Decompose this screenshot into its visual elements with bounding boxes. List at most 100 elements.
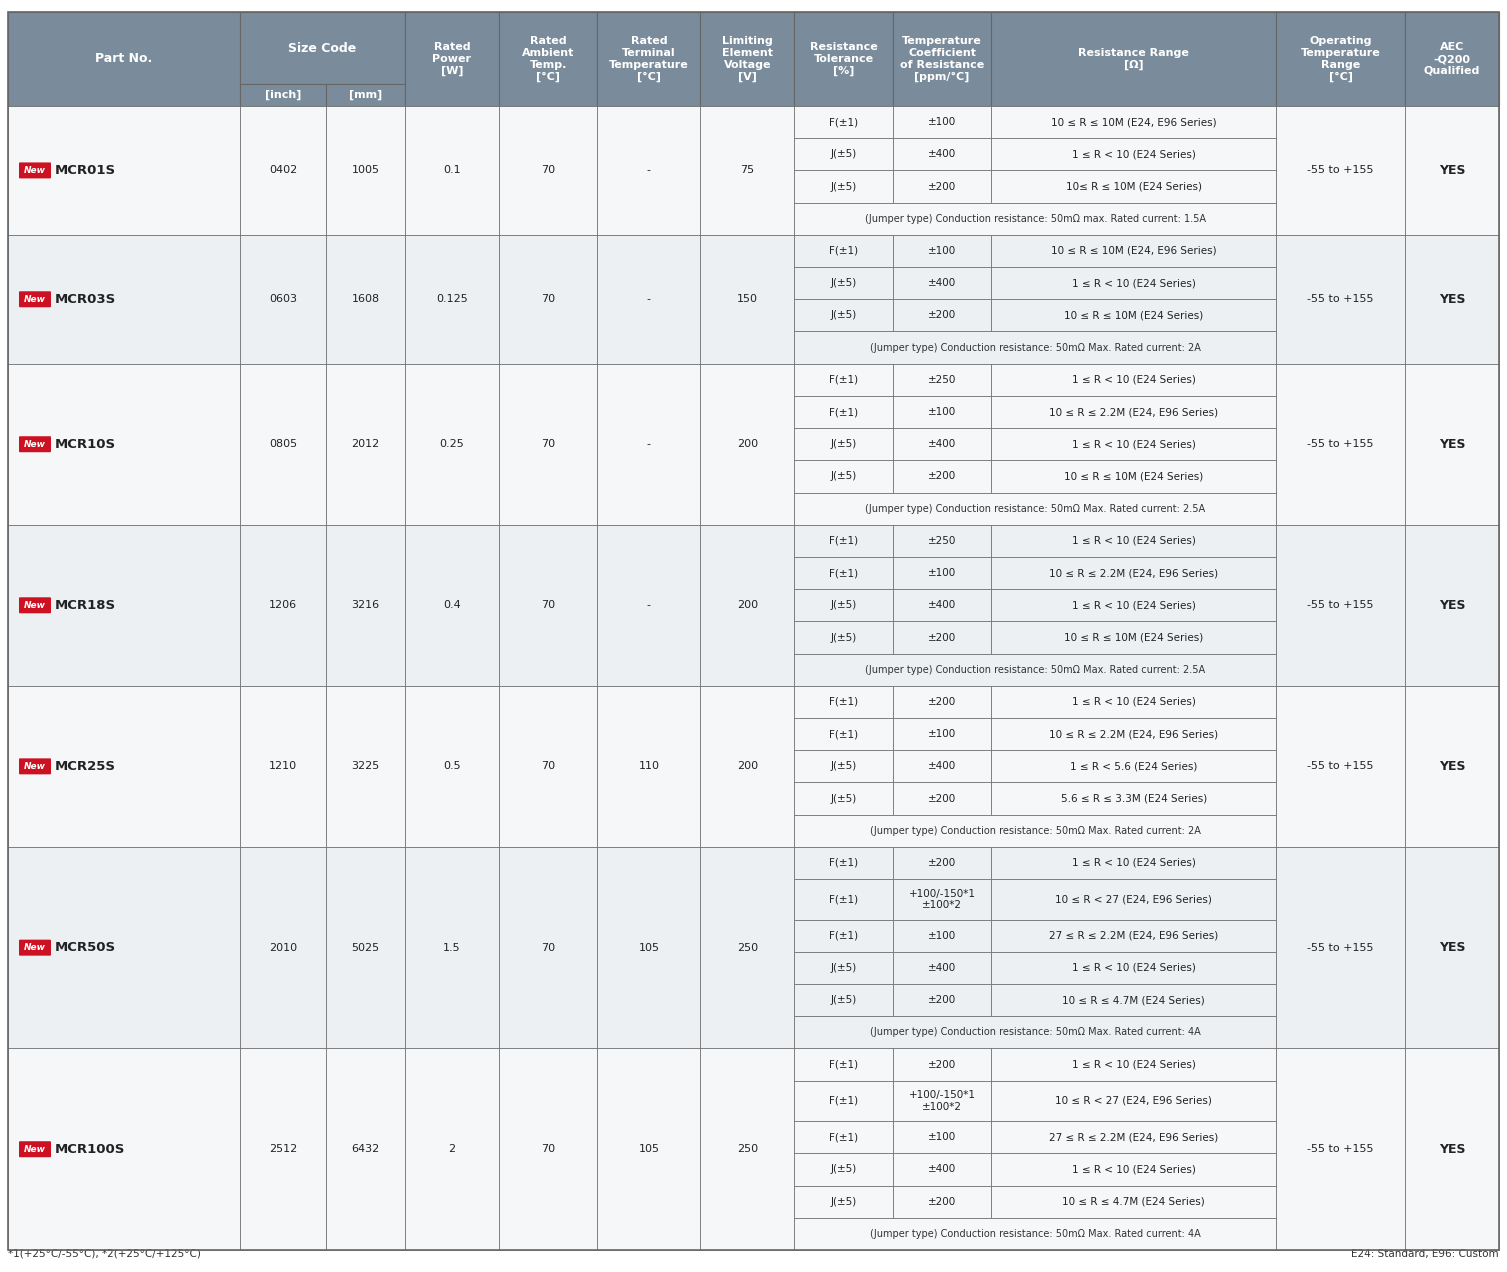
Bar	[894, 1048, 992, 1081]
Text: 150: 150	[737, 294, 758, 304]
Bar	[992, 920, 1276, 951]
Bar	[597, 847, 701, 1048]
Bar	[240, 1048, 326, 1250]
Text: (Jumper type) Conduction resistance: 50mΩ Max. Rated current: 2.5A: (Jumper type) Conduction resistance: 50m…	[865, 504, 1206, 514]
Text: ±200: ±200	[928, 1060, 957, 1070]
Bar	[794, 589, 894, 622]
Bar	[894, 951, 992, 985]
Bar	[240, 686, 326, 847]
Text: ±200: ±200	[928, 859, 957, 868]
FancyBboxPatch shape	[20, 940, 51, 955]
Bar	[8, 364, 240, 525]
Bar	[894, 460, 992, 492]
Bar	[992, 170, 1276, 202]
Text: 0805: 0805	[268, 439, 297, 449]
Bar	[794, 525, 894, 557]
Text: -: -	[647, 600, 651, 611]
Bar	[8, 235, 240, 364]
Bar	[597, 686, 701, 847]
Bar	[405, 364, 499, 525]
Text: Limiting
Element
Voltage
[V]: Limiting Element Voltage [V]	[722, 37, 773, 81]
Bar	[894, 106, 992, 139]
FancyBboxPatch shape	[20, 598, 51, 613]
Text: 75: 75	[740, 165, 755, 176]
Bar	[8, 686, 240, 847]
Bar	[992, 750, 1276, 782]
Text: Rated
Power
[W]: Rated Power [W]	[433, 42, 472, 76]
Text: MCR18S: MCR18S	[54, 599, 116, 612]
Text: 0402: 0402	[268, 165, 297, 176]
Text: [inch]: [inch]	[265, 90, 301, 100]
Text: 1005: 1005	[351, 165, 380, 176]
Text: 0.25: 0.25	[440, 439, 464, 449]
Text: 0603: 0603	[270, 294, 297, 304]
Bar	[701, 106, 794, 235]
Text: 2: 2	[449, 1145, 455, 1154]
Text: MCR01S: MCR01S	[54, 164, 116, 177]
Text: 1 ≤ R < 5.6 (E24 Series): 1 ≤ R < 5.6 (E24 Series)	[1070, 762, 1198, 771]
Text: -55 to +155: -55 to +155	[1308, 439, 1374, 449]
Bar	[326, 235, 405, 364]
Bar	[1276, 235, 1405, 364]
Text: F(±1): F(±1)	[829, 245, 857, 256]
Bar	[894, 686, 992, 717]
Text: 0.4: 0.4	[443, 600, 461, 611]
Bar	[326, 84, 405, 106]
FancyBboxPatch shape	[20, 758, 51, 775]
Text: ±200: ±200	[928, 697, 957, 707]
Bar	[992, 589, 1276, 622]
Text: J(±5): J(±5)	[830, 963, 857, 973]
Bar	[499, 106, 597, 235]
Text: J(±5): J(±5)	[830, 1164, 857, 1174]
Bar	[405, 686, 499, 847]
Bar	[894, 396, 992, 429]
Bar	[1405, 11, 1499, 106]
Text: -55 to +155: -55 to +155	[1308, 943, 1374, 953]
Bar	[794, 879, 894, 920]
Text: 27 ≤ R ≤ 2.2M (E24, E96 Series): 27 ≤ R ≤ 2.2M (E24, E96 Series)	[1049, 1132, 1219, 1142]
Text: 105: 105	[639, 1145, 660, 1154]
Text: 70: 70	[541, 1145, 555, 1154]
Bar	[794, 1121, 894, 1154]
Text: ±400: ±400	[928, 1164, 957, 1174]
Bar	[240, 235, 326, 364]
Text: 1210: 1210	[268, 762, 297, 771]
Bar	[992, 396, 1276, 429]
Text: 10 ≤ R ≤ 4.7M (E24 Series): 10 ≤ R ≤ 4.7M (E24 Series)	[1062, 995, 1206, 1005]
Bar	[597, 1048, 701, 1250]
Bar	[894, 1121, 992, 1154]
Text: 27 ≤ R ≤ 2.2M (E24, E96 Series): 27 ≤ R ≤ 2.2M (E24, E96 Series)	[1049, 931, 1219, 941]
Text: 250: 250	[737, 943, 758, 953]
Text: MCR10S: MCR10S	[54, 438, 116, 450]
Text: ±100: ±100	[928, 245, 957, 256]
Text: 5.6 ≤ R ≤ 3.3M (E24 Series): 5.6 ≤ R ≤ 3.3M (E24 Series)	[1061, 794, 1207, 804]
Bar	[894, 429, 992, 460]
Bar	[794, 951, 894, 985]
Bar	[326, 686, 405, 847]
Bar	[894, 1186, 992, 1217]
Text: 70: 70	[541, 294, 555, 304]
Text: F(±1): F(±1)	[829, 1060, 857, 1070]
Bar	[701, 235, 794, 364]
Text: F(±1): F(±1)	[829, 1096, 857, 1105]
Text: J(±5): J(±5)	[830, 762, 857, 771]
Bar	[992, 460, 1276, 492]
Bar	[240, 847, 326, 1048]
Bar	[894, 920, 992, 951]
Bar	[8, 525, 240, 686]
Bar	[894, 299, 992, 332]
Text: ±250: ±250	[928, 375, 957, 385]
Text: F(±1): F(±1)	[829, 407, 857, 417]
Bar	[794, 1154, 894, 1186]
Bar	[894, 782, 992, 814]
Text: ±100: ±100	[928, 407, 957, 417]
Bar	[1276, 364, 1405, 525]
FancyBboxPatch shape	[20, 291, 51, 308]
Text: J(±5): J(±5)	[830, 794, 857, 804]
Bar	[794, 170, 894, 202]
Bar	[992, 622, 1276, 654]
Text: 0.5: 0.5	[443, 762, 461, 771]
Text: F(±1): F(±1)	[829, 931, 857, 941]
Text: YES: YES	[1439, 941, 1465, 954]
Bar	[240, 525, 326, 686]
